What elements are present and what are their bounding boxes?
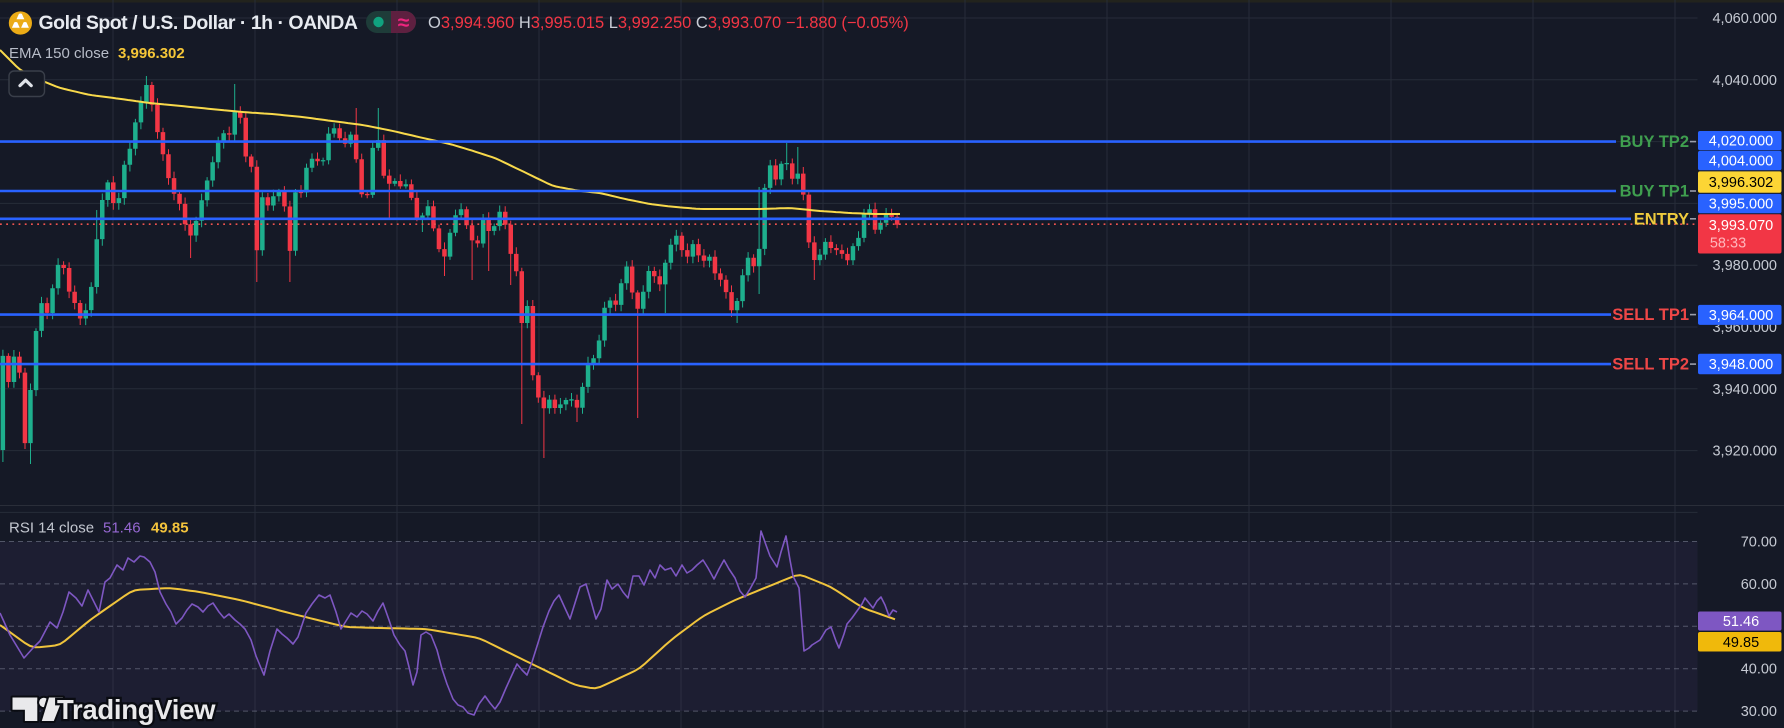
svg-text:≈: ≈ xyxy=(398,12,410,35)
svg-text:3,940.000: 3,940.000 xyxy=(1712,382,1777,398)
svg-text:49.85: 49.85 xyxy=(151,520,189,537)
svg-text:49.85: 49.85 xyxy=(1723,635,1759,651)
svg-text:3,993.070: 3,993.070 xyxy=(1709,218,1774,234)
svg-text:3,980.000: 3,980.000 xyxy=(1712,258,1777,274)
svg-text:51.46: 51.46 xyxy=(103,520,141,537)
svg-text:51.46: 51.46 xyxy=(1723,614,1759,630)
svg-text:60.00: 60.00 xyxy=(1741,577,1777,593)
svg-text:3,995.000: 3,995.000 xyxy=(1709,197,1774,213)
svg-text:4,004.000: 4,004.000 xyxy=(1709,154,1774,170)
svg-text:4,040.000: 4,040.000 xyxy=(1712,73,1777,89)
svg-text:ENTRY: ENTRY xyxy=(1634,210,1689,228)
svg-text:TradingView: TradingView xyxy=(57,694,216,725)
svg-text:3,996.302: 3,996.302 xyxy=(118,45,185,62)
svg-text:40.00: 40.00 xyxy=(1741,662,1777,678)
svg-text:4,020.000: 4,020.000 xyxy=(1709,134,1774,150)
svg-text:4,060.000: 4,060.000 xyxy=(1712,11,1777,27)
svg-text:EMA 150 close: EMA 150 close xyxy=(9,45,109,62)
svg-text:3,948.000: 3,948.000 xyxy=(1709,357,1774,373)
svg-text:3,964.000: 3,964.000 xyxy=(1709,308,1774,324)
svg-text:BUY TP1: BUY TP1 xyxy=(1620,183,1689,201)
svg-text:RSI 14 close: RSI 14 close xyxy=(9,520,94,537)
svg-text:Gold Spot / U.S. Dollar · 1h ·: Gold Spot / U.S. Dollar · 1h · OANDA xyxy=(39,12,358,34)
svg-text:SELL TP2: SELL TP2 xyxy=(1612,356,1689,374)
svg-text:BUY TP2: BUY TP2 xyxy=(1620,133,1689,151)
svg-text:3,996.302: 3,996.302 xyxy=(1709,175,1774,191)
svg-text:30.00: 30.00 xyxy=(1741,704,1777,720)
svg-text:58:33: 58:33 xyxy=(1710,236,1746,252)
svg-text:3,920.000: 3,920.000 xyxy=(1712,444,1777,460)
svg-text:70.00: 70.00 xyxy=(1741,535,1777,551)
svg-text:O3,994.960 H3,995.015 L3,992.2: O3,994.960 H3,995.015 L3,992.250 C3,993.… xyxy=(428,14,909,32)
svg-text:SELL TP1: SELL TP1 xyxy=(1612,306,1689,324)
